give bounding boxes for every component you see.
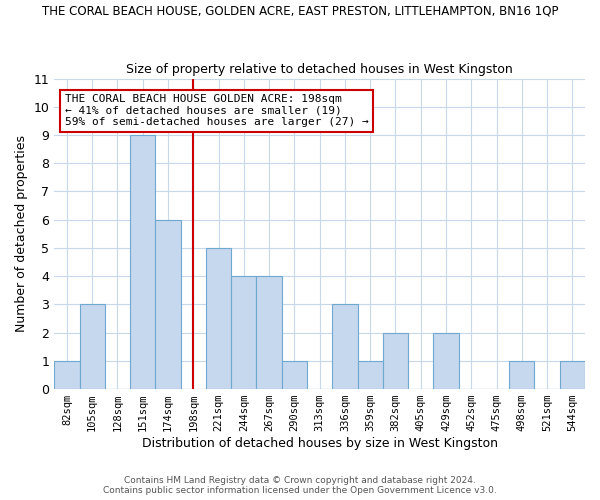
Bar bbox=[282, 361, 307, 389]
Bar bbox=[383, 332, 408, 389]
Bar bbox=[155, 220, 181, 389]
Bar bbox=[130, 135, 155, 389]
Bar bbox=[358, 361, 383, 389]
Bar bbox=[433, 332, 458, 389]
Bar bbox=[509, 361, 535, 389]
Y-axis label: Number of detached properties: Number of detached properties bbox=[15, 136, 28, 332]
Bar bbox=[54, 361, 80, 389]
X-axis label: Distribution of detached houses by size in West Kingston: Distribution of detached houses by size … bbox=[142, 437, 497, 450]
Text: THE CORAL BEACH HOUSE, GOLDEN ACRE, EAST PRESTON, LITTLEHAMPTON, BN16 1QP: THE CORAL BEACH HOUSE, GOLDEN ACRE, EAST… bbox=[42, 5, 558, 18]
Bar bbox=[332, 304, 358, 389]
Bar bbox=[80, 304, 105, 389]
Text: THE CORAL BEACH HOUSE GOLDEN ACRE: 198sqm
← 41% of detached houses are smaller (: THE CORAL BEACH HOUSE GOLDEN ACRE: 198sq… bbox=[65, 94, 368, 128]
Text: Contains HM Land Registry data © Crown copyright and database right 2024.
Contai: Contains HM Land Registry data © Crown c… bbox=[103, 476, 497, 495]
Bar bbox=[560, 361, 585, 389]
Bar bbox=[206, 248, 231, 389]
Bar bbox=[256, 276, 282, 389]
Bar bbox=[231, 276, 256, 389]
Title: Size of property relative to detached houses in West Kingston: Size of property relative to detached ho… bbox=[126, 63, 513, 76]
